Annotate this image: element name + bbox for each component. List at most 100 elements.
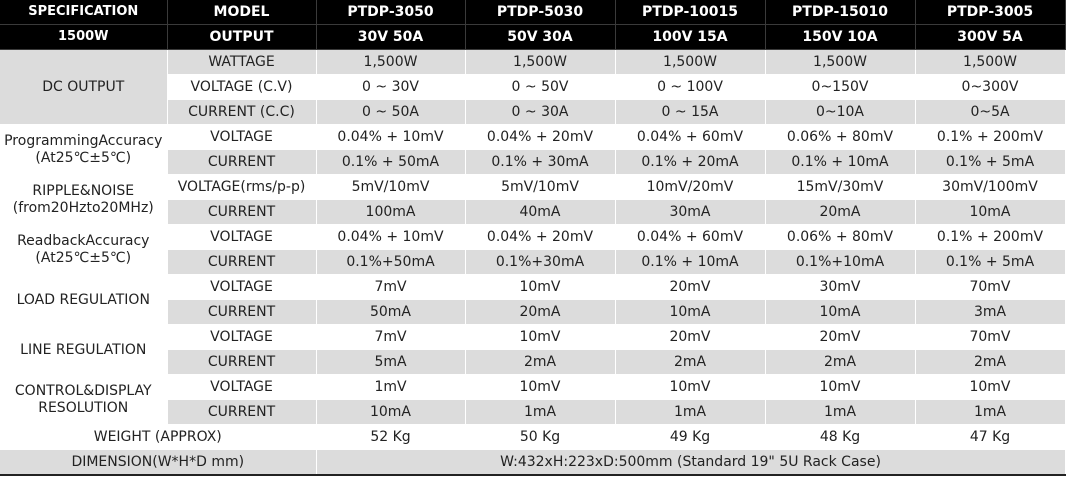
parameter-cell: WATTAGE bbox=[167, 49, 317, 75]
parameter-cell: VOLTAGE bbox=[167, 124, 317, 150]
model-output: 30V 50A bbox=[316, 24, 466, 50]
value-cell: 0~5A bbox=[915, 99, 1066, 125]
model-name: PTDP-5030 bbox=[465, 0, 616, 25]
section-readback-accuracy: ReadbackAccuracy (At25℃±5℃) bbox=[0, 224, 168, 275]
value-cell: 0.1% + 5mA bbox=[915, 149, 1066, 175]
value-cell: 10mA bbox=[615, 299, 766, 325]
model-output: 300V 5A bbox=[915, 24, 1066, 50]
value-cell: 1mA bbox=[615, 399, 766, 425]
spec-row: CURRENT 5mA 2mA 2mA 2mA 2mA bbox=[0, 349, 1066, 375]
parameter-cell: CURRENT bbox=[167, 349, 317, 375]
section-ripple-noise: RIPPLE&NOISE (from20Hzto20MHz) bbox=[0, 174, 168, 225]
value-cell: 10mV bbox=[465, 374, 616, 400]
value-cell: 0 ~ 50V bbox=[465, 74, 616, 100]
value-cell: 5mA bbox=[316, 349, 466, 375]
output-header: OUTPUT bbox=[167, 24, 317, 50]
value-cell: 1mA bbox=[465, 399, 616, 425]
value-cell: 0.04% + 60mV bbox=[615, 124, 766, 150]
value-cell: 10mA bbox=[915, 199, 1066, 225]
value-cell: 7mV bbox=[316, 324, 466, 350]
dimension-row: DIMENSION(W*H*D mm) W:432xH:223xD:500mm (… bbox=[0, 449, 1066, 476]
value-cell: 0.1% + 200mV bbox=[915, 124, 1066, 150]
value-cell: 0.04% + 60mV bbox=[615, 224, 766, 250]
value-cell: 5mV/10mV bbox=[316, 174, 466, 200]
value-cell: 10mV/20mV bbox=[615, 174, 766, 200]
value-cell: 70mV bbox=[915, 324, 1066, 350]
parameter-cell: VOLTAGE bbox=[167, 224, 317, 250]
section-label: CONTROL&DISPLAY bbox=[14, 382, 152, 399]
weight-row: WEIGHT (APPROX) 52 Kg 50 Kg 49 Kg 48 Kg 47 Kg bbox=[0, 424, 1066, 450]
value-cell: 0.06% + 80mV bbox=[765, 124, 916, 150]
value-cell: 30mV bbox=[765, 274, 916, 300]
model-name: PTDP-15010 bbox=[765, 0, 916, 25]
value-cell: 0.06% + 80mV bbox=[765, 224, 916, 250]
value-cell: 7mV bbox=[316, 274, 466, 300]
section-label: (At25℃±5℃) bbox=[35, 249, 132, 266]
value-cell: 30mA bbox=[615, 199, 766, 225]
value-cell: 0.1%+10mA bbox=[765, 249, 916, 275]
model-name: PTDP-3050 bbox=[316, 0, 466, 25]
value-cell: 1mA bbox=[915, 399, 1066, 425]
value-cell: 100mA bbox=[316, 199, 466, 225]
value-cell: 0.1% + 200mV bbox=[915, 224, 1066, 250]
spec-row: DC OUTPUT WATTAGE 1,500W 1,500W 1,500W 1,500W… bbox=[0, 49, 1066, 125]
parameter-cell: VOLTAGE(rms/p-p) bbox=[167, 174, 317, 200]
value-cell: 20mV bbox=[765, 324, 916, 350]
power-header: 1500W bbox=[0, 24, 168, 50]
spec-row: VOLTAGE (C.V) 0 ~ 30V 0 ~ 50V 0 ~ 100V 0~150… bbox=[0, 74, 1066, 100]
value-cell: 0.1% + 10mA bbox=[765, 149, 916, 175]
weight-value: 47 Kg bbox=[915, 424, 1066, 450]
model-output: 100V 15A bbox=[615, 24, 766, 50]
value-cell: 1,500W bbox=[316, 49, 466, 75]
value-cell: 0.1% + 5mA bbox=[915, 249, 1066, 275]
spec-row: CURRENT 100mA 40mA 30mA 20mA 10mA bbox=[0, 199, 1066, 225]
parameter-cell: CURRENT bbox=[167, 249, 317, 275]
value-cell: 2mA bbox=[615, 349, 766, 375]
value-cell: 0 ~ 30V bbox=[316, 74, 466, 100]
section-label: RESOLUTION bbox=[38, 399, 129, 416]
value-cell: 5mV/10mV bbox=[465, 174, 616, 200]
value-cell: 70mV bbox=[915, 274, 1066, 300]
value-cell: 30mV/100mV bbox=[915, 174, 1066, 200]
value-cell: 0~150V bbox=[765, 74, 916, 100]
value-cell: 10mV bbox=[615, 374, 766, 400]
model-name: PTDP-3005 bbox=[915, 0, 1066, 25]
value-cell: 10mV bbox=[465, 274, 616, 300]
section-label: ReadbackAccuracy bbox=[17, 232, 150, 249]
model-header: MODEL bbox=[167, 0, 317, 25]
value-cell: 40mA bbox=[465, 199, 616, 225]
value-cell: 0.1% + 30mA bbox=[465, 149, 616, 175]
value-cell: 0.04% + 10mV bbox=[316, 124, 466, 150]
value-cell: 10mV bbox=[465, 324, 616, 350]
spec-row: CURRENT 10mA 1mA 1mA 1mA 1mA bbox=[0, 399, 1066, 425]
section-control-display: CONTROL&DISPLAY RESOLUTION bbox=[0, 374, 168, 425]
value-cell: 10mV bbox=[915, 374, 1066, 400]
section-label: ProgrammingAccuracy bbox=[4, 132, 163, 149]
value-cell: 0 ~ 15A bbox=[615, 99, 766, 125]
value-cell: 20mV bbox=[615, 274, 766, 300]
weight-value: 49 Kg bbox=[615, 424, 766, 450]
value-cell: 50mA bbox=[316, 299, 466, 325]
value-cell: 0.04% + 20mV bbox=[465, 124, 616, 150]
parameter-cell: VOLTAGE (C.V) bbox=[167, 74, 317, 100]
value-cell: 0.1%+30mA bbox=[465, 249, 616, 275]
section-label: (from20Hzto20MHz) bbox=[12, 199, 154, 216]
value-cell: 10mV bbox=[765, 374, 916, 400]
spec-row: CURRENT 50mA 20mA 10mA 10mA 3mA bbox=[0, 299, 1066, 325]
model-output: 50V 30A bbox=[465, 24, 616, 50]
section-dc-output: DC OUTPUT bbox=[0, 49, 168, 125]
value-cell: 2mA bbox=[915, 349, 1066, 375]
parameter-cell: CURRENT bbox=[167, 299, 317, 325]
value-cell: 0~300V bbox=[915, 74, 1066, 100]
section-label: RIPPLE&NOISE bbox=[32, 182, 135, 199]
value-cell: 0.1% + 50mA bbox=[316, 149, 466, 175]
value-cell: 20mA bbox=[465, 299, 616, 325]
dimension-label: DIMENSION(W*H*D mm) bbox=[0, 449, 317, 476]
value-cell: 1,500W bbox=[765, 49, 916, 75]
value-cell: 0 ~ 100V bbox=[615, 74, 766, 100]
spec-row: CURRENT 0.1% + 50mA 0.1% + 30mA 0.1% + 20mA… bbox=[0, 149, 1066, 175]
value-cell: 1,500W bbox=[465, 49, 616, 75]
spec-row: ProgrammingAccuracy (At25℃±5℃) VOLTAGE 0.04… bbox=[0, 124, 1066, 175]
weight-value: 48 Kg bbox=[765, 424, 916, 450]
spec-row: CURRENT 0.1%+50mA 0.1%+30mA 0.1% + 10mA 0.1%… bbox=[0, 249, 1066, 275]
